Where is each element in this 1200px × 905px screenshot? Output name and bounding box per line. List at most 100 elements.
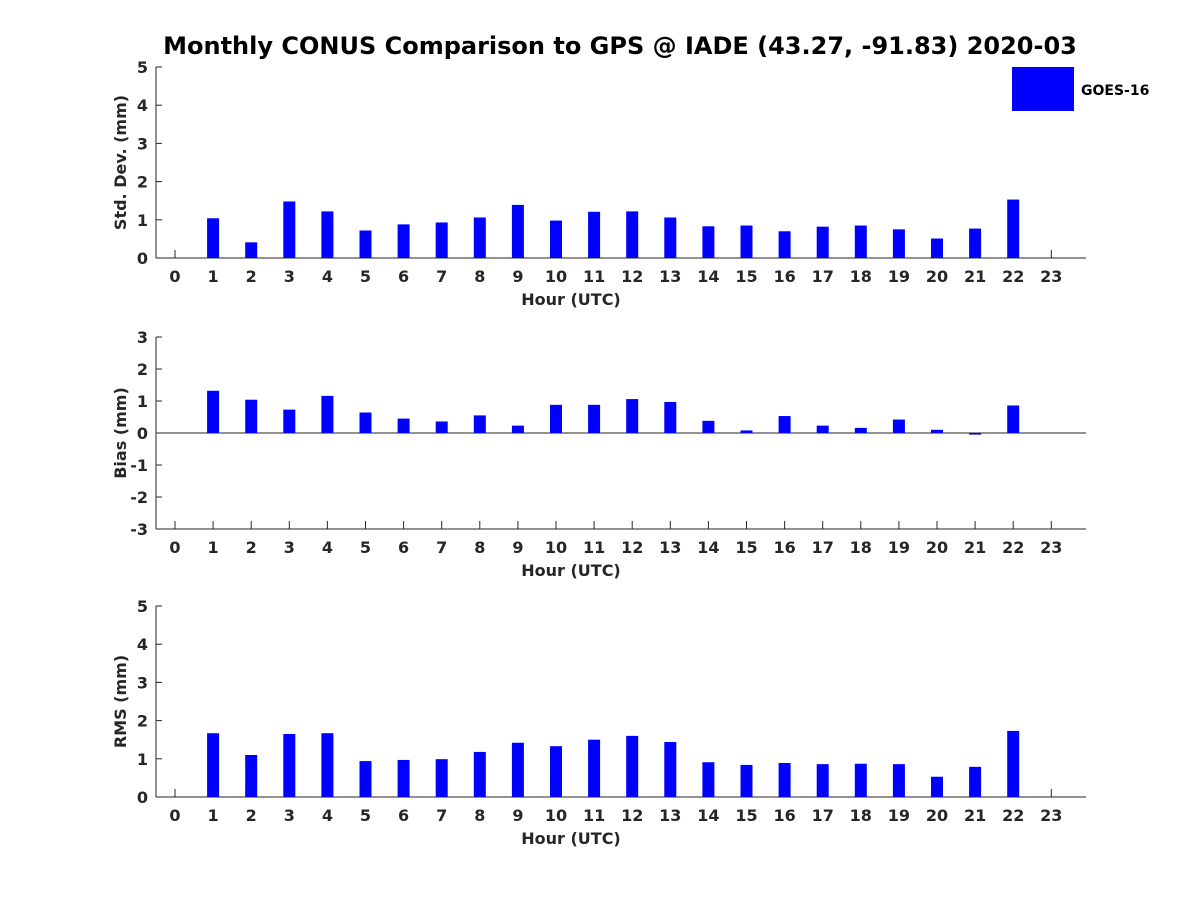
bar-hour-21 (969, 766, 982, 797)
bar-hour-9 (511, 204, 524, 258)
bar-hour-19 (892, 764, 905, 797)
bar-hour-22 (1007, 405, 1020, 433)
y-tick-label: 5 (137, 597, 148, 616)
bar-hour-22 (1007, 199, 1020, 258)
x-tick-label: 3 (284, 806, 295, 825)
x-tick-label: 16 (773, 806, 795, 825)
x-tick-label: 5 (360, 538, 371, 557)
legend-label: GOES-16 (1081, 83, 1149, 99)
x-tick-label: 19 (888, 806, 910, 825)
x-tick-label: 1 (208, 806, 219, 825)
x-tick-label: 13 (659, 267, 681, 286)
x-tick-label: 14 (697, 806, 719, 825)
bar-hour-15 (740, 225, 753, 258)
bar-hour-9 (511, 742, 524, 797)
y-tick-label: 1 (137, 392, 148, 411)
x-tick-label: 7 (436, 538, 447, 557)
bar-hour-20 (931, 429, 943, 433)
y-tick-label: 1 (137, 211, 148, 230)
y-tick-label: 4 (137, 96, 148, 115)
x-tick-label: 14 (697, 538, 719, 557)
x-tick-label: 3 (284, 538, 295, 557)
bar-hour-3 (283, 733, 296, 797)
x-tick-label: 10 (545, 538, 567, 557)
x-tick-label: 21 (964, 267, 986, 286)
bar-hour-15 (740, 430, 753, 433)
x-tick-label: 4 (322, 806, 333, 825)
x-tick-label: 21 (964, 806, 986, 825)
bar-hour-8 (473, 751, 486, 797)
y-tick-label: 1 (137, 750, 148, 769)
bar-hour-12 (626, 735, 639, 797)
bar-hour-3 (283, 409, 296, 433)
bar-hour-10 (550, 404, 562, 433)
bar-hour-5 (359, 230, 372, 258)
x-tick-label: 0 (169, 538, 180, 557)
x-tick-label: 8 (474, 267, 485, 286)
x-tick-label: 10 (545, 267, 567, 286)
legend: GOES-16 (1012, 67, 1149, 111)
x-tick-label: 5 (360, 267, 371, 286)
x-tick-label: 7 (436, 806, 447, 825)
bar-hour-17 (816, 764, 829, 797)
y-tick-label: 3 (137, 134, 148, 153)
x-tick-label: 16 (773, 538, 795, 557)
bar-hour-6 (397, 759, 410, 797)
x-tick-label: 2 (246, 267, 257, 286)
bar-hour-4 (321, 211, 334, 258)
x-tick-label: 3 (284, 267, 295, 286)
bar-hour-9 (511, 425, 524, 433)
x-tick-label: 20 (926, 806, 948, 825)
bar-hour-5 (359, 761, 372, 797)
y-axis-label: Bias (mm) (111, 387, 130, 479)
bar-hour-10 (550, 746, 562, 797)
bar-hour-2 (245, 242, 258, 258)
bar-hour-17 (816, 425, 829, 433)
bar-hour-1 (207, 218, 220, 258)
x-tick-label: 17 (812, 806, 834, 825)
y-tick-label: 5 (137, 58, 148, 77)
bar-hour-1 (207, 390, 220, 433)
bar-hour-4 (321, 395, 334, 433)
bar-hour-19 (892, 229, 905, 258)
bar-hour-14 (702, 420, 715, 433)
bar-hour-13 (664, 741, 677, 797)
bar-hour-11 (588, 211, 601, 258)
y-axis-label: RMS (mm) (111, 655, 130, 748)
bar-hour-3 (283, 201, 296, 258)
bar-hour-14 (702, 762, 715, 797)
x-tick-label: 9 (512, 267, 523, 286)
x-tick-label: 12 (621, 267, 643, 286)
y-tick-label: 2 (137, 173, 148, 192)
bar-hour-16 (778, 231, 791, 258)
chart-title: Monthly CONUS Comparison to GPS @ IADE (… (163, 32, 1077, 60)
x-tick-label: 2 (246, 806, 257, 825)
bar-hour-4 (321, 733, 334, 797)
bar-hour-6 (397, 224, 410, 258)
x-tick-label: 22 (1002, 806, 1024, 825)
x-tick-label: 8 (474, 806, 485, 825)
x-tick-label: 11 (583, 538, 605, 557)
bar-hour-15 (740, 764, 753, 797)
bar-hour-18 (854, 427, 867, 433)
y-tick-label: 2 (137, 712, 148, 731)
bar-hour-17 (816, 226, 829, 258)
bar-hour-1 (207, 733, 220, 797)
bar-hour-8 (473, 415, 486, 433)
y-tick-label: 0 (137, 424, 148, 443)
x-axis-label: Hour (UTC) (521, 561, 621, 580)
x-axis-label: Hour (UTC) (521, 290, 621, 309)
x-tick-label: 13 (659, 538, 681, 557)
x-tick-label: 8 (474, 538, 485, 557)
bar-hour-14 (702, 226, 715, 258)
bar-hour-12 (626, 399, 639, 433)
bar-hour-18 (854, 225, 867, 258)
x-tick-label: 4 (322, 538, 333, 557)
x-axis-label: Hour (UTC) (521, 829, 621, 848)
bar-hour-18 (854, 763, 867, 797)
bar-hour-11 (588, 739, 601, 797)
bar-hour-7 (435, 222, 448, 258)
